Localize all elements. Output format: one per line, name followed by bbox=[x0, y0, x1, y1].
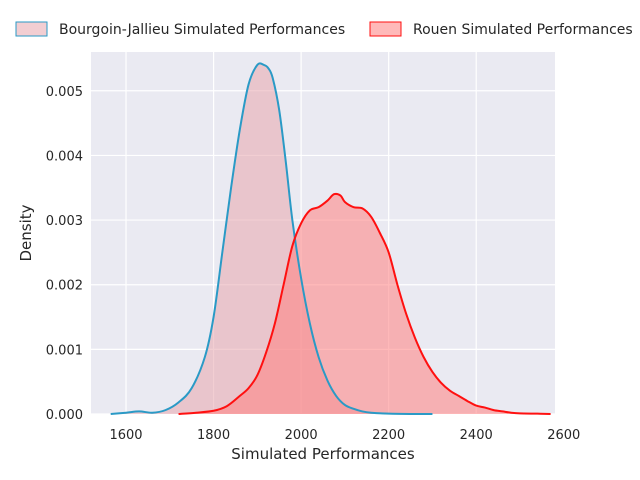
x-tick-label: 2200 bbox=[372, 428, 405, 443]
x-tick-labels: 1600 1800 2000 2200 2400 2600 bbox=[109, 428, 580, 443]
x-tick-label: 2400 bbox=[460, 428, 493, 443]
legend: Bourgoin-Jallieu Simulated Performances R… bbox=[15, 21, 633, 38]
legend-label: Rouen Simulated Performances bbox=[413, 22, 633, 38]
rouen-simulated-performances-line bbox=[178, 192, 551, 415]
y-tick-label: 0.002 bbox=[46, 279, 83, 294]
legend-swatch bbox=[15, 21, 48, 37]
x-tick-label: 1800 bbox=[197, 428, 230, 443]
density-lines bbox=[110, 62, 551, 416]
y-tick-label: 0.003 bbox=[46, 214, 83, 229]
legend-swatch bbox=[369, 21, 402, 37]
y-tick-label: 0.005 bbox=[46, 85, 83, 100]
x-tick-label: 2600 bbox=[547, 428, 580, 443]
x-tick-label: 2000 bbox=[285, 428, 318, 443]
rouen-simulated-performances-area bbox=[178, 193, 551, 414]
bourgoin-jallieu-simulated-performances-area bbox=[110, 63, 433, 415]
density-areas bbox=[110, 63, 551, 415]
x-axis-label: Simulated Performances bbox=[231, 445, 415, 463]
y-tick-label: 0.004 bbox=[46, 149, 83, 164]
y-tick-label: 0.000 bbox=[46, 408, 83, 423]
bourgoin-jallieu-simulated-performances-line bbox=[110, 62, 433, 416]
x-tick-label: 1600 bbox=[109, 428, 142, 443]
y-tick-label: 0.001 bbox=[46, 343, 83, 358]
y-axis-label: Density bbox=[17, 204, 35, 261]
y-tick-labels: 0.000 0.001 0.002 0.003 0.004 0.005 bbox=[46, 85, 83, 423]
legend-label: Bourgoin-Jallieu Simulated Performances bbox=[59, 22, 345, 38]
